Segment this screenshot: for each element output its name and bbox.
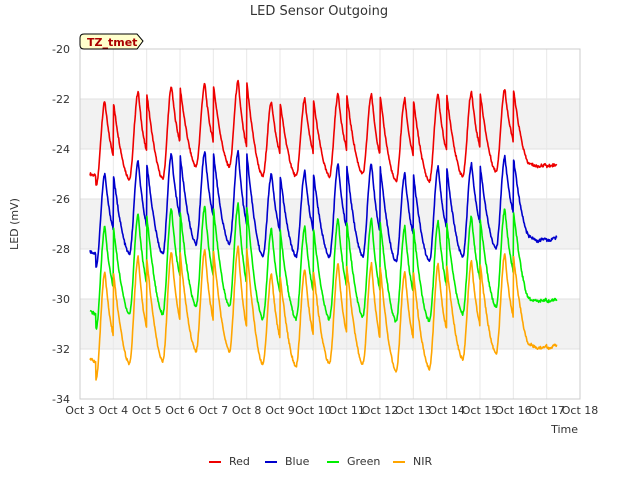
legend-label-green: Green bbox=[347, 455, 380, 468]
chart-title: LED Sensor Outgoing bbox=[250, 4, 388, 19]
x-tick-label: Oct 13 bbox=[395, 404, 432, 417]
series-line-blue bbox=[89, 149, 558, 268]
series-line-green bbox=[89, 202, 558, 330]
x-tick-label: Oct 11 bbox=[328, 404, 365, 417]
x-tick-label: Oct 5 bbox=[132, 404, 162, 417]
tz-badge-box bbox=[79, 33, 144, 50]
legend-label-blue: Blue bbox=[285, 455, 310, 468]
y-axis-ticks: -34 -32 -30 -28 -26 -24 -22 -20 bbox=[52, 43, 70, 406]
background-band bbox=[80, 199, 580, 249]
y-tick-label: -30 bbox=[52, 293, 70, 306]
x-tick-label: Oct 18 bbox=[562, 404, 599, 417]
y-tick-label: -28 bbox=[52, 243, 70, 256]
x-tick-label: Oct 8 bbox=[232, 404, 262, 417]
tz-badge-label: TZ_tmet bbox=[87, 36, 137, 49]
y-tick-label: -20 bbox=[52, 43, 70, 56]
x-tick-label: Oct 17 bbox=[528, 404, 565, 417]
y-tick-label: -24 bbox=[52, 143, 70, 156]
x-tick-label: Oct 10 bbox=[295, 404, 332, 417]
legend-label-nir: NIR bbox=[413, 455, 432, 468]
x-tick-label: Oct 3 bbox=[65, 404, 95, 417]
y-axis-label: LED (mV) bbox=[8, 198, 21, 250]
x-axis-ticks: Oct 3 Oct 4 Oct 5 Oct 6 Oct 7 Oct 8 Oct 9 Oct 1… bbox=[65, 404, 598, 417]
y-tick-label: -26 bbox=[52, 193, 70, 206]
legend: Red Blue Green NIR bbox=[209, 455, 432, 468]
legend-label-red: Red bbox=[229, 455, 250, 468]
x-tick-label: Oct 6 bbox=[165, 404, 195, 417]
x-axis-label: Time bbox=[550, 423, 578, 436]
x-tick-label: Oct 14 bbox=[428, 404, 465, 417]
x-tick-label: Oct 9 bbox=[265, 404, 295, 417]
x-tick-label: Oct 15 bbox=[462, 404, 499, 417]
x-tick-label: Oct 16 bbox=[495, 404, 532, 417]
x-tick-label: Oct 7 bbox=[199, 404, 229, 417]
tz-badge: TZ_tmet bbox=[79, 33, 144, 50]
series-lines bbox=[89, 79, 558, 381]
x-tick-label: Oct 4 bbox=[99, 404, 129, 417]
y-tick-label: -22 bbox=[52, 93, 70, 106]
plot-frame bbox=[79, 48, 581, 400]
y-tick-label: -32 bbox=[52, 343, 70, 356]
y-tick-label: -34 bbox=[52, 393, 70, 406]
series-line-red bbox=[89, 79, 558, 186]
series-line-nir bbox=[89, 245, 558, 381]
background-band bbox=[80, 99, 580, 149]
x-tick-label: Oct 12 bbox=[362, 404, 399, 417]
